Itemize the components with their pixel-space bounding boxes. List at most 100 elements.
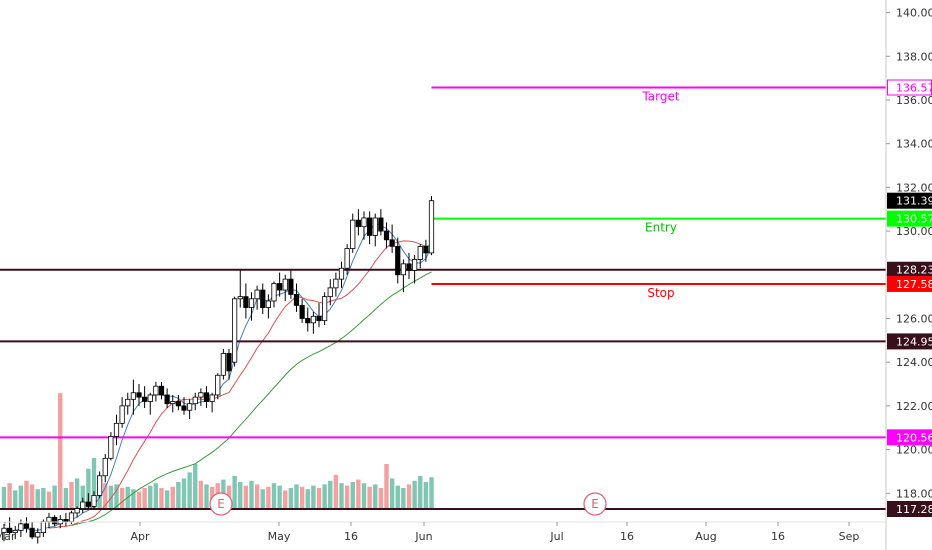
candle-body: [260, 289, 266, 308]
volume-bar: [333, 474, 339, 509]
candle-body: [12, 530, 18, 533]
candle-body: [271, 283, 277, 302]
time-axis[interactable]: Mar Apr May 16 Jun Jul 16 Aug 16 Sep: [0, 522, 859, 543]
volume-bar: [260, 489, 265, 509]
candle-body: [209, 394, 215, 402]
candle-body: [153, 385, 159, 396]
volume-bar: [232, 476, 237, 509]
volume-bar: [176, 482, 181, 509]
badge-bg: [887, 210, 932, 227]
badge-label: 127.58: [896, 278, 932, 291]
volume-bar: [74, 478, 80, 509]
candle-body: [181, 405, 187, 411]
annotation-stop: Stop: [647, 286, 674, 300]
candle-body: [310, 315, 316, 324]
y-tick-label: 138.00: [896, 50, 932, 63]
candle-body: [367, 217, 373, 236]
y-tick-label: 122.00: [896, 400, 932, 413]
volume-bar: [271, 483, 277, 509]
candle-body: [113, 422, 120, 437]
candle-body: [220, 353, 226, 376]
earnings-circle: [209, 492, 233, 516]
volume-bar: [86, 468, 91, 509]
volume-bar: [254, 484, 260, 509]
candle-body: [203, 392, 210, 402]
candle-body: [412, 259, 418, 271]
x-tick-label: May: [268, 530, 291, 543]
badge-bg: [887, 333, 932, 350]
badge-label: 136.57: [896, 82, 932, 95]
badge-label: 117.28: [896, 503, 932, 516]
candle-body: [395, 245, 401, 276]
annotation-target: Target: [641, 90, 679, 104]
candle-body: [428, 200, 435, 254]
ma-mid-line: [48, 240, 432, 529]
earnings-circle: [583, 492, 607, 516]
candle-body: [136, 392, 142, 398]
volume-bar: [384, 464, 389, 509]
candle-body: [158, 385, 165, 396]
volume-bar: [153, 483, 159, 509]
candle-body: [372, 217, 378, 236]
candle-body: [198, 392, 204, 398]
badge-label: 124.95: [896, 335, 932, 348]
volume-bar: [367, 486, 372, 509]
volume-bar: [328, 480, 333, 509]
volume-bar: [24, 480, 29, 509]
volume-bar: [350, 482, 355, 509]
candle-body: [130, 392, 136, 400]
price-badge: 128.23: [887, 261, 932, 278]
volume-bar: [114, 484, 119, 509]
price-badge: 120.56: [887, 429, 932, 446]
candle-body: [243, 296, 249, 308]
candle-body: [23, 523, 30, 529]
badge-bg: [887, 429, 932, 446]
candle-body: [305, 318, 311, 324]
volume-bar: [193, 464, 198, 509]
volume-bar: [13, 490, 18, 509]
y-tick-label: 126.00: [896, 312, 932, 325]
volume-bar: [1, 486, 7, 509]
candle-body: [378, 217, 384, 232]
price-badge: 124.95: [887, 333, 932, 350]
volume-bar: [356, 479, 361, 509]
volume-bar: [164, 490, 170, 509]
x-tick-label: Aug: [695, 530, 716, 543]
volume-bar: [159, 488, 164, 509]
candle-body: [288, 278, 294, 295]
price-badge: 136.57: [887, 79, 932, 96]
candle-body: [91, 495, 97, 507]
x-tick-label: Mar: [0, 530, 16, 543]
candle-body: [226, 353, 232, 372]
candle-body: [46, 516, 52, 523]
x-tick-label: 16: [620, 530, 634, 543]
candle-body: [119, 405, 125, 424]
badge-bg: [887, 501, 932, 517]
x-tick-label: Jul: [549, 530, 563, 543]
candle-body: [85, 501, 91, 507]
volume-bar: [243, 485, 249, 509]
volume-bar: [108, 485, 114, 509]
candle-body: [147, 394, 153, 402]
candle-body: [383, 230, 390, 241]
volume-bar: [119, 488, 125, 509]
candle-body: [361, 217, 367, 228]
volume-bar: [373, 484, 378, 509]
annotation-entry: Entry: [645, 221, 677, 235]
volume-bar: [63, 488, 69, 509]
volume-bar: [58, 393, 63, 509]
candle-body: [344, 248, 350, 269]
volume-bar: [283, 490, 288, 509]
volume-bar: [378, 488, 384, 509]
badge-bg: [887, 192, 932, 209]
candle-body: [164, 394, 170, 405]
x-tick-label: 16: [771, 530, 785, 543]
volume-bar: [136, 491, 142, 509]
volume-bar: [406, 484, 412, 509]
x-tick-label: Sep: [839, 530, 860, 543]
candle-body: [232, 298, 238, 363]
earnings-label: E: [591, 497, 599, 511]
candle-body: [338, 267, 345, 280]
